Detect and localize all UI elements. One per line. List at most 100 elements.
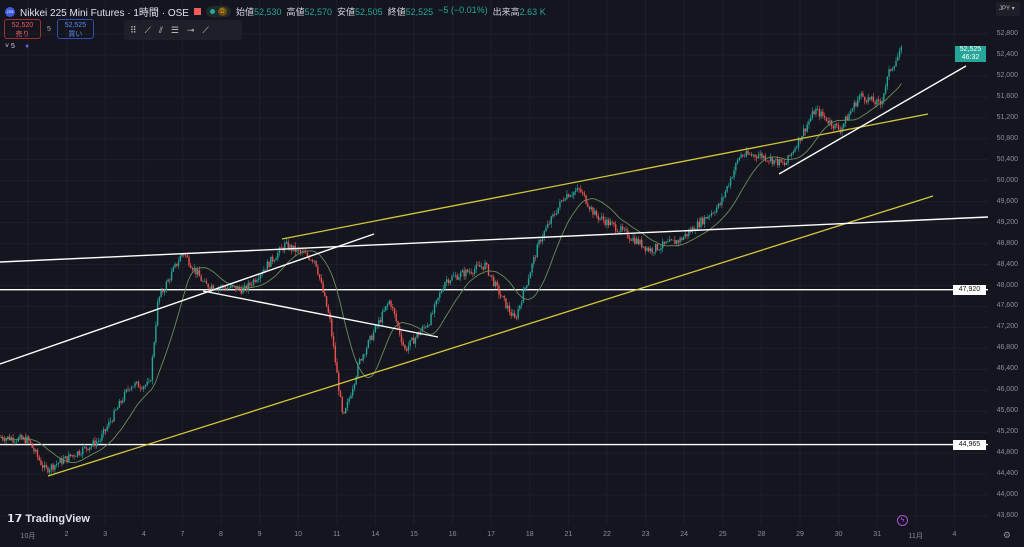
candle-body <box>832 126 835 129</box>
sell-button[interactable]: 52,520 売り <box>4 19 41 39</box>
candle-body <box>705 217 707 219</box>
candle-body <box>721 197 723 205</box>
tradingview-logo[interactable]: 𝟭𝟳 TradingView <box>7 512 90 525</box>
currency-select[interactable]: JPY ▾ <box>996 2 1020 16</box>
candle-body <box>674 239 676 244</box>
candle-body <box>691 227 693 232</box>
market-status[interactable]: D <box>205 6 231 17</box>
candle-body <box>715 207 718 213</box>
price-tick: 51,200 <box>996 113 1018 121</box>
candle-body <box>850 111 852 114</box>
time-tick: 4 <box>952 531 957 538</box>
price-tick: 45,600 <box>996 407 1018 415</box>
candle-body <box>818 108 821 117</box>
candle-body <box>71 455 74 457</box>
candle-body <box>444 282 446 289</box>
trend-line-icon[interactable]: ⟋ <box>144 24 151 35</box>
candle-body <box>630 239 633 241</box>
lightning-icon[interactable]: ϟ <box>897 515 908 526</box>
flag-icon[interactable] <box>193 8 201 15</box>
ohlc-value: 52,530 <box>253 7 282 17</box>
candle-body <box>242 287 244 294</box>
market-open-icon <box>209 9 215 14</box>
candle-body <box>156 301 159 326</box>
candle-body <box>250 285 253 286</box>
grip-icon[interactable]: ⠿ <box>130 24 137 35</box>
candle-body <box>264 269 267 271</box>
candle-body <box>527 278 530 286</box>
candle-body <box>299 250 302 253</box>
candle-body <box>254 279 256 282</box>
extended-line-icon[interactable]: ⟋ <box>202 24 209 35</box>
candle-body <box>738 157 741 161</box>
price-tick: 51,600 <box>996 92 1018 100</box>
candle-body <box>703 217 706 225</box>
candle-body <box>425 326 427 328</box>
candle-body <box>702 217 704 225</box>
symbol-title[interactable]: Nikkei 225 Mini Futures · 1時間 · OSE <box>20 8 189 19</box>
candle-body <box>816 108 819 110</box>
candle-body <box>806 124 808 132</box>
candle-body <box>766 160 768 162</box>
indicator-icon[interactable]: ● <box>24 43 30 50</box>
candle-body <box>440 291 443 294</box>
candle-body <box>493 277 495 287</box>
candle-body <box>338 372 340 392</box>
price-chart[interactable] <box>0 0 988 547</box>
candle-body <box>475 264 478 270</box>
time-tick: 18 <box>525 531 534 538</box>
candle-body <box>855 102 857 107</box>
ohlc-item: 終値52,525 <box>388 5 434 18</box>
candle-body <box>149 380 152 382</box>
candle-body <box>851 108 854 112</box>
candle-body <box>392 307 394 309</box>
brand-text: TradingView <box>25 513 90 525</box>
candle-body <box>90 445 93 448</box>
candle-body <box>238 286 241 290</box>
candle-body <box>209 287 211 290</box>
candle-body <box>5 438 7 441</box>
price-axis[interactable]: JPY ▾ 52,800 52,400 52,000 51,600 51,200 50,8… <box>988 0 1024 547</box>
collapse-indicators-button[interactable]: ˅ 5 <box>5 43 15 50</box>
candle-body <box>862 93 864 97</box>
candle-body <box>709 215 711 217</box>
candle-body <box>588 206 591 210</box>
candle-body <box>38 456 40 461</box>
candle-body <box>73 455 75 457</box>
candle-body <box>334 345 336 363</box>
buy-button[interactable]: 52,525 買い <box>56 19 94 39</box>
candle-body <box>803 128 805 137</box>
candle-body <box>764 155 767 161</box>
settings-gear-icon[interactable]: ⚙ <box>1002 530 1011 540</box>
time-tick: 3 <box>103 531 108 538</box>
candle-body <box>891 68 894 71</box>
horizontal-ray-icon[interactable]: ⊸ <box>187 24 195 35</box>
candle-body <box>343 411 345 414</box>
candle-body <box>362 354 364 361</box>
candle-body <box>426 325 429 328</box>
candle-body <box>369 335 371 341</box>
candle-body <box>341 396 343 412</box>
price-tick: 50,400 <box>996 155 1018 163</box>
price-tick: 46,400 <box>996 365 1018 373</box>
candle-body <box>350 395 352 399</box>
parallel-channel-icon[interactable]: ⫽ <box>158 24 163 35</box>
candle-body <box>526 285 528 288</box>
candle-body <box>113 410 115 422</box>
ohlc-item: −5 (−0.01%) <box>438 5 488 18</box>
candle-body <box>351 389 354 396</box>
candle-body <box>468 271 471 273</box>
candle-body <box>679 238 681 243</box>
candle-body <box>494 281 497 287</box>
candle-body <box>454 275 457 276</box>
candle-body <box>339 391 342 397</box>
candle-body <box>106 426 108 431</box>
candle-body <box>195 267 197 275</box>
candle-body <box>562 200 565 201</box>
candle-body <box>858 95 861 100</box>
candle-body <box>244 285 246 288</box>
candle-body <box>756 156 758 159</box>
ohlc-label: 出来高 <box>492 7 520 17</box>
candle-body <box>371 335 373 340</box>
fib-icon[interactable]: ☰ <box>170 24 179 35</box>
